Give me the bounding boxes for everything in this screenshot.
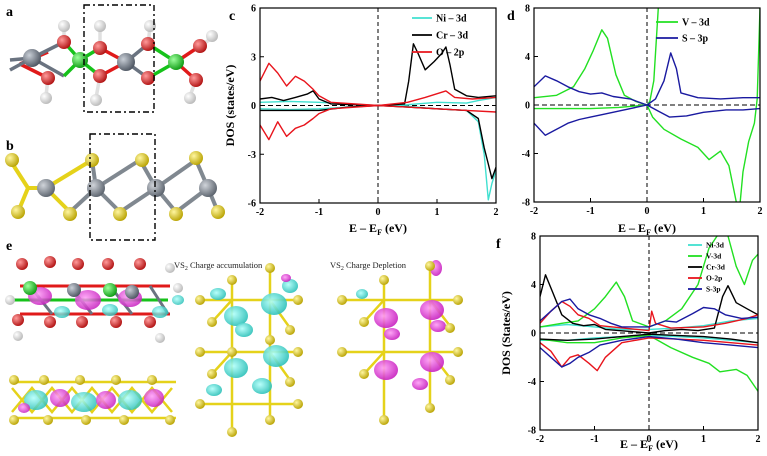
series-line-s-3p-down bbox=[534, 104, 760, 137]
x-tick-label: 0 bbox=[647, 434, 652, 445]
y-tick-label: -4 bbox=[522, 149, 530, 160]
x-tick-label: -2 bbox=[256, 207, 264, 218]
panel-label-f: f bbox=[496, 237, 501, 252]
panel-label-e: e bbox=[6, 239, 12, 254]
series-line-s-3p-up bbox=[540, 298, 758, 328]
panel-b-atoms bbox=[5, 151, 225, 221]
y-tick-label: -4 bbox=[528, 377, 536, 388]
vs2-depletion-structure bbox=[337, 260, 463, 425]
legend-label: S-3p bbox=[706, 285, 721, 294]
unit-cell-box-b bbox=[89, 133, 156, 241]
x-tick-label: 1 bbox=[701, 434, 706, 445]
hetero-top-layer bbox=[5, 256, 184, 343]
legend-label: S – 3p bbox=[682, 34, 709, 45]
x-tick-label: 0 bbox=[376, 207, 381, 218]
y-tick-label: 8 bbox=[531, 232, 536, 243]
y-tick-label: 8 bbox=[525, 4, 530, 15]
legend-label: Cr – 3d bbox=[436, 31, 468, 42]
x-axis-label: E – EF (eV) bbox=[620, 437, 678, 453]
panel-c-plot: -2 -1 0 1 2 -6 -3 0 3 6 E – EF (eV) DOS (states/eV)… bbox=[223, 4, 499, 238]
series-line-v-3d-up bbox=[540, 236, 718, 328]
legend-label: V-3d bbox=[706, 252, 722, 261]
depletion-title: VS2 Charge Depletion bbox=[330, 260, 407, 272]
series-line-o-2p-up bbox=[540, 300, 758, 332]
series-line-o-2p-up bbox=[260, 62, 496, 107]
unit-cell-box-a bbox=[83, 4, 155, 113]
legend-label: Ni – 3d bbox=[436, 14, 467, 25]
legend-label: O – 2p bbox=[436, 48, 465, 59]
hetero-bottom-layer bbox=[9, 375, 176, 425]
x-axis-label: E – EF (eV) bbox=[349, 221, 407, 237]
panel-a-atoms bbox=[23, 20, 218, 106]
x-tick-label: -1 bbox=[315, 207, 323, 218]
panel-label-b: b bbox=[6, 139, 14, 154]
x-tick-label: -1 bbox=[586, 206, 594, 217]
x-tick-label: 2 bbox=[758, 206, 763, 217]
panel-f-dos: f -2 -1 0 1 2 -8 -4 0 4 8 E – EF (eV) DOS (States/e… bbox=[496, 232, 761, 454]
panel-b-structure: b bbox=[5, 133, 225, 241]
series-line-cr-3d-up bbox=[260, 43, 496, 107]
y-axis-label: DOS (States/eV) bbox=[499, 291, 513, 375]
x-tick-label: 2 bbox=[756, 434, 761, 445]
y-tick-label: -8 bbox=[522, 198, 530, 209]
series-line-s-3p-down bbox=[540, 335, 758, 368]
series-line-cr-3d-down bbox=[540, 333, 758, 344]
accumulation-title: VS2 Charge accumulation bbox=[174, 260, 263, 272]
panel-label-c: c bbox=[229, 9, 235, 24]
panel-f-plot: -2 -1 0 1 2 -8 -4 0 4 8 E – EF (eV) DOS (States/eV)… bbox=[499, 232, 761, 454]
x-tick-label: 1 bbox=[435, 207, 440, 218]
y-tick-label: -3 bbox=[248, 150, 256, 161]
panel-e-charge-density: e VS2 Charge accumulation VS2 Charge Dep… bbox=[5, 239, 463, 437]
series-line-o-2p-down bbox=[260, 104, 496, 141]
series-line-ni-3d-up bbox=[260, 96, 496, 107]
series-line-v-3d-up bbox=[534, 8, 659, 106]
x-tick-label: -2 bbox=[530, 206, 538, 217]
y-tick-label: 4 bbox=[531, 280, 536, 291]
legend-label: Cr-3d bbox=[706, 263, 726, 272]
panel-d-plot: -2 -1 0 1 2 -8 -4 0 4 8 E – EF (eV) V – 3d S – 3p bbox=[522, 4, 763, 238]
x-tick-label: 2 bbox=[494, 207, 499, 218]
panel-d-dos: d -2 -1 0 1 2 -8 -4 0 4 8 E – EF (eV) V – 3d S – 3p bbox=[507, 4, 763, 238]
series-line-cr-3d-up bbox=[540, 274, 758, 334]
y-tick-label: 0 bbox=[531, 329, 536, 340]
legend-label: V – 3d bbox=[682, 18, 710, 29]
x-tick-label: 0 bbox=[645, 206, 650, 217]
x-tick-label: -1 bbox=[590, 434, 598, 445]
legend-label: O-2p bbox=[706, 274, 722, 283]
series-line-o-2p-down bbox=[540, 337, 758, 372]
y-tick-label: 3 bbox=[251, 52, 256, 63]
x-tick-label: 1 bbox=[701, 206, 706, 217]
series-line-v-3d-extra bbox=[739, 8, 760, 202]
y-tick-label: -6 bbox=[248, 199, 256, 210]
panel-label-d: d bbox=[507, 9, 515, 24]
x-axis-label: E – EF (eV) bbox=[618, 221, 676, 237]
series-line-v-3d-extra bbox=[727, 236, 758, 286]
y-tick-label: -8 bbox=[528, 426, 536, 437]
y-axis-label: DOS (states/eV) bbox=[223, 65, 237, 147]
panel-a-structure: a bbox=[6, 4, 218, 113]
series-line-v-3d-down bbox=[534, 104, 737, 202]
panel-label-a: a bbox=[6, 5, 13, 20]
series-line-v-3d-down bbox=[540, 334, 758, 392]
y-tick-label: 0 bbox=[525, 101, 530, 112]
y-tick-label: 4 bbox=[525, 52, 530, 63]
vs2-accumulation-structure bbox=[195, 263, 303, 437]
panel-c-dos: c -2 -1 0 1 2 -6 -3 0 3 6 E – EF (eV) DOS (states/e… bbox=[223, 4, 499, 238]
y-tick-label: 6 bbox=[251, 4, 256, 15]
x-tick-label: -2 bbox=[536, 434, 544, 445]
y-tick-label: 0 bbox=[251, 101, 256, 112]
legend-label: Ni-3d bbox=[706, 241, 725, 250]
